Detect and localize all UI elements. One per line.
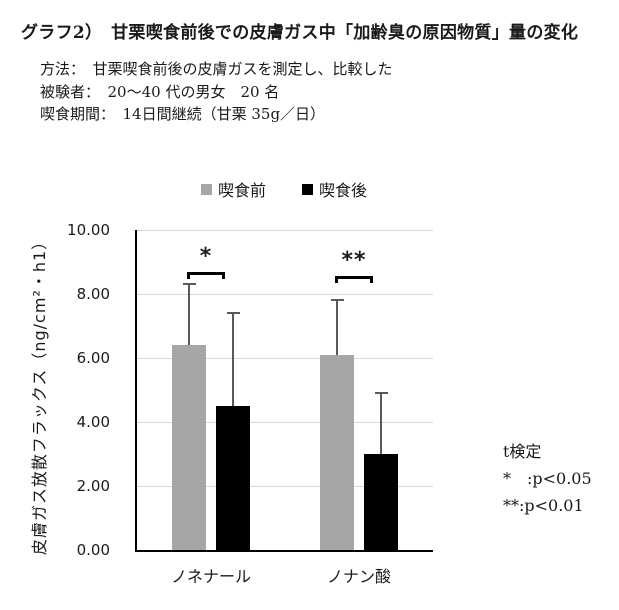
plot-area: * **: [135, 229, 433, 552]
chart-title: グラフ2） 甘栗喫食前後での皮膚ガス中「加齢臭の原因物質」量の変化: [21, 23, 579, 43]
significance-bracket: [187, 271, 225, 279]
y-tick-label: 8.00: [76, 285, 110, 303]
bar: [320, 354, 354, 550]
note-line-ttest: t検定: [503, 442, 542, 461]
error-bar-cap: [182, 283, 196, 286]
error-bar-cap: [330, 299, 344, 302]
gridline: [137, 485, 433, 487]
error-bar-line: [188, 284, 190, 346]
y-tick-label: 4.00: [76, 413, 110, 431]
subjects-line: 被験者： 20～40 代の男女 20 名: [40, 82, 280, 101]
y-tick-label: 0.00: [76, 541, 110, 559]
note-line-p001: **:p<0.01: [503, 496, 584, 515]
period-line: 喫食期間： 14日間継続（甘栗 35g／日）: [40, 105, 326, 123]
method-info: 方法： 甘栗喫食前後の皮膚ガスを測定し、比較した 被験者： 20～40 代の男女…: [40, 58, 393, 126]
y-tick-label: 2.00: [76, 477, 110, 495]
error-bar-line: [336, 300, 338, 355]
gridline: [137, 421, 433, 423]
category-label: ノナン酸: [326, 567, 391, 586]
x-axis-labels: ノネナール ノナン酸: [137, 563, 433, 586]
chart-legend: 喫食前 喫食後: [135, 177, 433, 201]
note-line-p005: * :p<0.05: [503, 469, 592, 488]
legend-swatch-after-icon: [302, 183, 313, 195]
bar: [216, 406, 250, 550]
y-tick-label: 6.00: [76, 349, 110, 367]
bar: [172, 345, 206, 550]
legend-label-before: 喫食前: [217, 181, 266, 200]
legend-label-after: 喫食後: [319, 181, 368, 200]
gridline: [137, 229, 433, 231]
significance-label: **: [341, 248, 367, 274]
significance-label: *: [199, 243, 213, 269]
legend-swatch-before-icon: [200, 183, 212, 195]
error-bar-line: [380, 393, 382, 454]
significance-bracket: [335, 276, 373, 284]
stats-note: t検定 * :p<0.05 **:p<0.01: [503, 438, 592, 519]
error-bar-line: [232, 313, 234, 406]
error-bar-cap: [226, 312, 240, 315]
error-bar-cap: [374, 392, 388, 395]
legend-item-after: 喫食後: [302, 177, 367, 201]
y-tick-label: 10.00: [67, 221, 110, 239]
bar: [364, 454, 398, 550]
category-label: ノネナール: [170, 567, 251, 586]
legend-item-before: 喫食前: [200, 177, 266, 201]
gridline: [137, 293, 433, 295]
y-axis-ticks: 0.00 2.00 4.00 6.00 8.00 10.00: [0, 221, 110, 559]
method-line: 方法： 甘栗喫食前後の皮膚ガスを測定し、比較した: [40, 60, 393, 78]
gridline: [137, 357, 433, 359]
